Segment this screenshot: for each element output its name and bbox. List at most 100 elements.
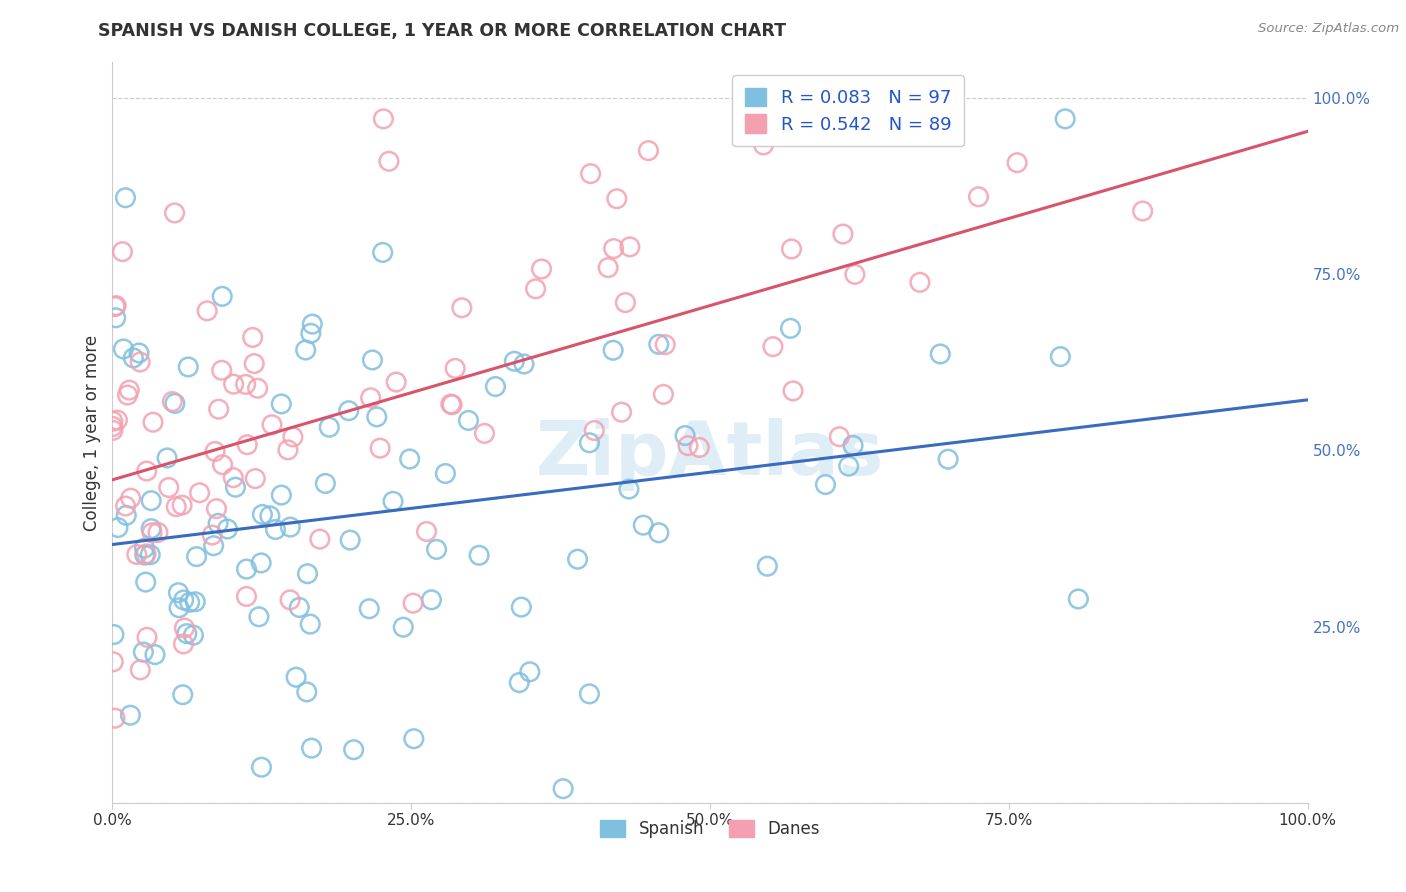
Point bbox=[129, 663, 152, 677]
Point bbox=[264, 523, 287, 537]
Text: Source: ZipAtlas.com: Source: ZipAtlas.com bbox=[1258, 22, 1399, 36]
Point bbox=[188, 485, 211, 500]
Point bbox=[318, 420, 340, 434]
Point bbox=[207, 516, 229, 531]
Point bbox=[415, 524, 437, 539]
Point bbox=[101, 414, 124, 428]
Point bbox=[434, 467, 457, 481]
Point bbox=[402, 596, 425, 610]
Point bbox=[222, 377, 245, 392]
Point bbox=[165, 500, 187, 514]
Point bbox=[235, 377, 257, 392]
Point bbox=[177, 359, 200, 374]
Point bbox=[101, 423, 124, 437]
Point bbox=[752, 137, 775, 152]
Point bbox=[132, 645, 155, 659]
Point bbox=[371, 245, 394, 260]
Point bbox=[107, 413, 129, 427]
Point bbox=[285, 670, 308, 684]
Point bbox=[103, 655, 125, 669]
Point bbox=[294, 343, 316, 357]
Point bbox=[156, 450, 179, 465]
Point bbox=[288, 600, 311, 615]
Point bbox=[135, 575, 157, 590]
Point bbox=[202, 539, 225, 553]
Point bbox=[114, 191, 136, 205]
Point bbox=[530, 262, 553, 277]
Point bbox=[457, 413, 479, 427]
Point bbox=[676, 439, 699, 453]
Point bbox=[211, 363, 233, 377]
Point bbox=[392, 620, 415, 634]
Point bbox=[120, 708, 142, 723]
Point bbox=[648, 525, 671, 540]
Point bbox=[112, 342, 135, 356]
Point bbox=[211, 289, 233, 303]
Point bbox=[619, 240, 641, 254]
Point bbox=[474, 426, 496, 441]
Point bbox=[281, 430, 304, 444]
Point bbox=[583, 424, 606, 438]
Text: ZipAtlas: ZipAtlas bbox=[536, 418, 884, 491]
Point bbox=[125, 548, 148, 562]
Point bbox=[217, 522, 239, 536]
Point bbox=[157, 480, 180, 494]
Point bbox=[1132, 204, 1154, 219]
Point bbox=[120, 491, 142, 505]
Point bbox=[688, 441, 710, 455]
Point bbox=[172, 637, 194, 651]
Point bbox=[163, 206, 186, 220]
Point bbox=[440, 397, 463, 411]
Point bbox=[136, 630, 159, 644]
Point bbox=[373, 112, 395, 126]
Point bbox=[105, 299, 128, 313]
Point bbox=[163, 396, 186, 410]
Point bbox=[162, 394, 184, 409]
Point bbox=[1054, 112, 1077, 126]
Point bbox=[143, 648, 166, 662]
Point bbox=[652, 387, 675, 401]
Point bbox=[602, 242, 624, 256]
Point bbox=[314, 476, 336, 491]
Point bbox=[252, 508, 274, 522]
Point bbox=[967, 190, 990, 204]
Point bbox=[468, 549, 491, 563]
Point bbox=[578, 435, 600, 450]
Point bbox=[780, 242, 803, 256]
Point bbox=[1049, 350, 1071, 364]
Point bbox=[139, 548, 162, 562]
Point bbox=[606, 192, 628, 206]
Point bbox=[195, 303, 218, 318]
Point bbox=[172, 688, 194, 702]
Point bbox=[135, 547, 157, 561]
Point bbox=[361, 353, 384, 368]
Point bbox=[103, 627, 125, 641]
Point bbox=[134, 548, 156, 562]
Point bbox=[1005, 155, 1028, 169]
Point bbox=[122, 351, 145, 365]
Point bbox=[602, 343, 624, 358]
Point bbox=[510, 600, 533, 615]
Point bbox=[139, 522, 162, 536]
Point bbox=[503, 354, 526, 368]
Point bbox=[756, 559, 779, 574]
Point bbox=[484, 379, 506, 393]
Point bbox=[186, 549, 208, 564]
Point bbox=[114, 499, 136, 513]
Point bbox=[224, 480, 246, 494]
Point bbox=[610, 405, 633, 419]
Point bbox=[513, 357, 536, 371]
Point bbox=[366, 409, 388, 424]
Point bbox=[104, 300, 127, 314]
Point bbox=[129, 355, 152, 369]
Point bbox=[614, 295, 637, 310]
Point bbox=[270, 397, 292, 411]
Point bbox=[908, 276, 931, 290]
Point bbox=[184, 595, 207, 609]
Point bbox=[426, 542, 449, 557]
Point bbox=[278, 520, 301, 534]
Point bbox=[104, 310, 127, 325]
Point bbox=[107, 520, 129, 534]
Point bbox=[444, 361, 467, 376]
Point bbox=[142, 415, 165, 429]
